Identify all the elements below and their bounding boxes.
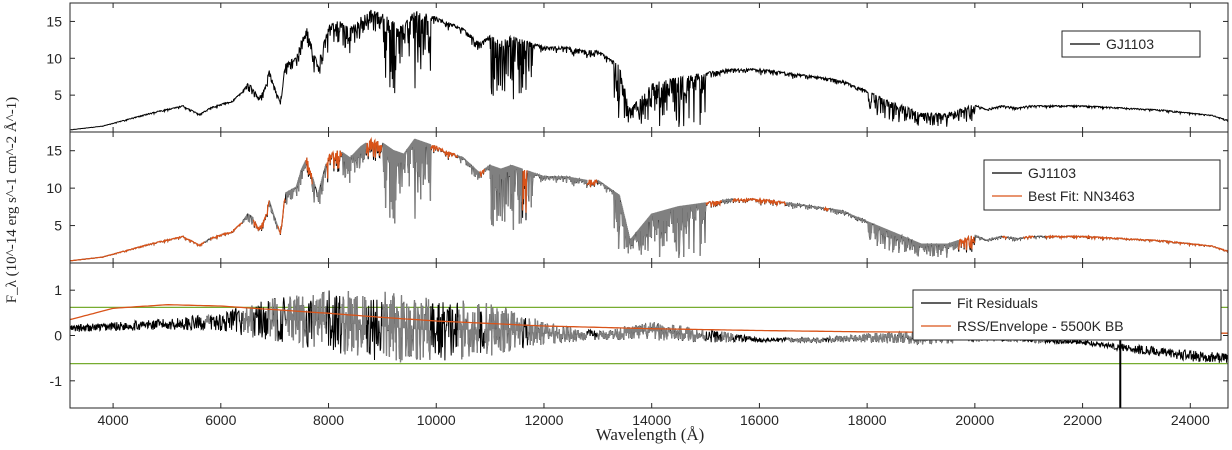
legend-residuals: Fit Residuals RSS/Envelope - 5500K BB — [912, 289, 1222, 341]
y-tick-label-spectrum-1: 10 — [46, 50, 62, 66]
y-tick-label-residuals-0: -1 — [50, 373, 63, 389]
plot-area-spectrum — [70, 9, 1228, 131]
series-best-fit-line — [70, 136, 1228, 262]
x-tick-label-9: 22000 — [1063, 412, 1102, 428]
x-tick-label-7: 18000 — [848, 412, 887, 428]
legend-label-0: GJ1103 — [1106, 36, 1154, 52]
legend-label-1: RSS/Envelope - 5500K BB — [957, 318, 1124, 334]
y-tick-label-fit-2: 15 — [46, 143, 62, 159]
legend-label-0: Fit Residuals — [957, 295, 1038, 311]
y-tick-label-spectrum-0: 5 — [54, 87, 62, 103]
y-tick-label-fit-1: 10 — [46, 180, 62, 196]
legend-fit: GJ1103 Best Fit: NN3463 — [983, 159, 1221, 211]
panel-fit — [70, 136, 1228, 262]
y-tick-label-residuals-1: 0 — [54, 328, 62, 344]
x-axis-label: Wavelength (Å) — [596, 425, 705, 444]
legend-layer: GJ1103 GJ1103 Best Fit: NN3463 Fit Residual… — [912, 30, 1222, 341]
y-tick-label-spectrum-2: 15 — [46, 13, 62, 29]
plot-area-fit — [70, 136, 1228, 262]
y-axis-label: F_λ (10^-14 erg s^-1 cm^-2 Å^-1) — [4, 97, 20, 303]
legend-box — [983, 159, 1221, 211]
x-tick-label-1: 6000 — [205, 412, 236, 428]
legend-label-0: GJ1103 — [1028, 165, 1076, 181]
panel-spectrum — [70, 9, 1228, 131]
legend-label-1: Best Fit: NN3463 — [1028, 188, 1135, 204]
legend-box — [912, 289, 1222, 341]
x-tick-label-4: 12000 — [525, 412, 564, 428]
x-tick-label-10: 24000 — [1171, 412, 1210, 428]
axes-frame-spectrum — [69, 2, 1229, 133]
legend-spectrum: GJ1103 — [1061, 30, 1201, 58]
y-tick-label-residuals-2: 1 — [54, 282, 62, 298]
x-tick-label-8: 20000 — [955, 412, 994, 428]
x-tick-label-0: 4000 — [98, 412, 129, 428]
x-tick-label-6: 16000 — [740, 412, 779, 428]
masked-region-line — [204, 138, 1046, 258]
x-tick-label-2: 8000 — [313, 412, 344, 428]
series-GJ1103-line — [70, 9, 1228, 131]
x-tick-label-5: 14000 — [632, 412, 671, 428]
x-tick-label-3: 10000 — [417, 412, 456, 428]
y-tick-label-fit-0: 5 — [54, 218, 62, 234]
